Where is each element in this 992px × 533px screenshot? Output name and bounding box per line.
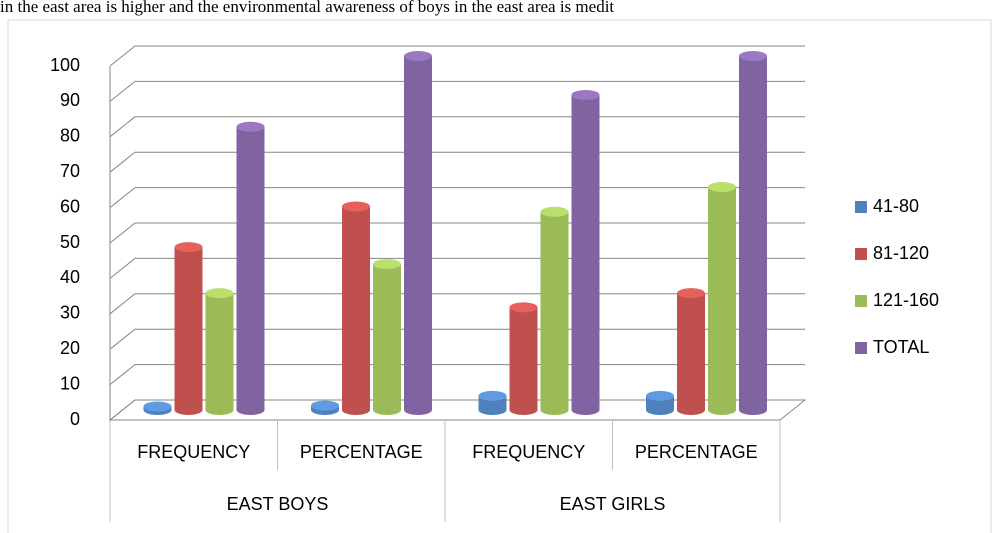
bar [509,307,538,415]
x-tick-label: FREQUENCY [472,442,585,462]
y-tick-label: 20 [60,338,80,358]
bar [677,293,705,415]
x-tick-label: PERCENTAGE [300,442,423,462]
x-tick-label: PERCENTAGE [635,442,758,462]
legend-swatch [855,295,867,307]
bar-top [739,51,767,61]
bar-top [205,288,234,299]
bar-top [342,201,370,212]
grid-line [109,80,805,102]
y-tick-label: 30 [60,303,80,323]
bar-top [478,390,507,401]
bar [342,206,370,415]
bar-top [646,390,674,401]
y-tick-label: 100 [50,55,80,75]
legend-label: 81-120 [873,243,929,263]
bar-top [708,181,736,192]
bar [739,56,767,415]
bar [174,247,203,415]
bar-top [540,206,569,217]
y-tick-label: 70 [60,161,80,181]
grid-line [109,116,805,138]
y-tick-label: 10 [60,373,80,393]
bar-top [677,288,705,299]
bar [708,186,736,415]
y-tick-label: 80 [60,126,80,146]
bar [404,56,432,415]
legend-label: 121-160 [873,290,939,310]
bar [571,94,600,415]
grid-line [109,222,805,244]
caption: in the east area is higher and the envir… [0,0,614,16]
bar [205,293,234,415]
y-tick-label: 40 [60,267,80,287]
grid-line [109,187,805,208]
bar-top [571,89,600,100]
bar [646,395,674,415]
group-label: EAST GIRLS [560,494,666,514]
y-tick-label: 0 [70,409,80,429]
bar-top [236,121,265,132]
bar-top [509,302,538,313]
grid-line [109,45,805,67]
bar-top [373,258,401,269]
legend-swatch [855,342,867,354]
legend-label: 41-80 [873,196,919,216]
bar-top [174,242,203,253]
bar-top [404,51,432,61]
bar [373,263,401,415]
x-tick-label: FREQUENCY [137,442,250,462]
y-tick-label: 60 [60,196,80,216]
y-tick-label: 50 [60,232,80,252]
group-label: EAST BOYS [227,494,329,514]
y-tick-label: 90 [60,90,80,110]
grid-line [109,257,805,279]
legend-label: TOTAL [873,337,929,357]
bar-top [311,400,339,411]
bar [236,126,265,416]
legend-swatch [855,201,867,213]
bar [478,395,507,415]
grid-line [109,151,805,173]
bar [540,211,569,415]
chart-border [7,19,992,533]
bar-top [143,401,172,412]
legend-swatch [855,248,867,260]
